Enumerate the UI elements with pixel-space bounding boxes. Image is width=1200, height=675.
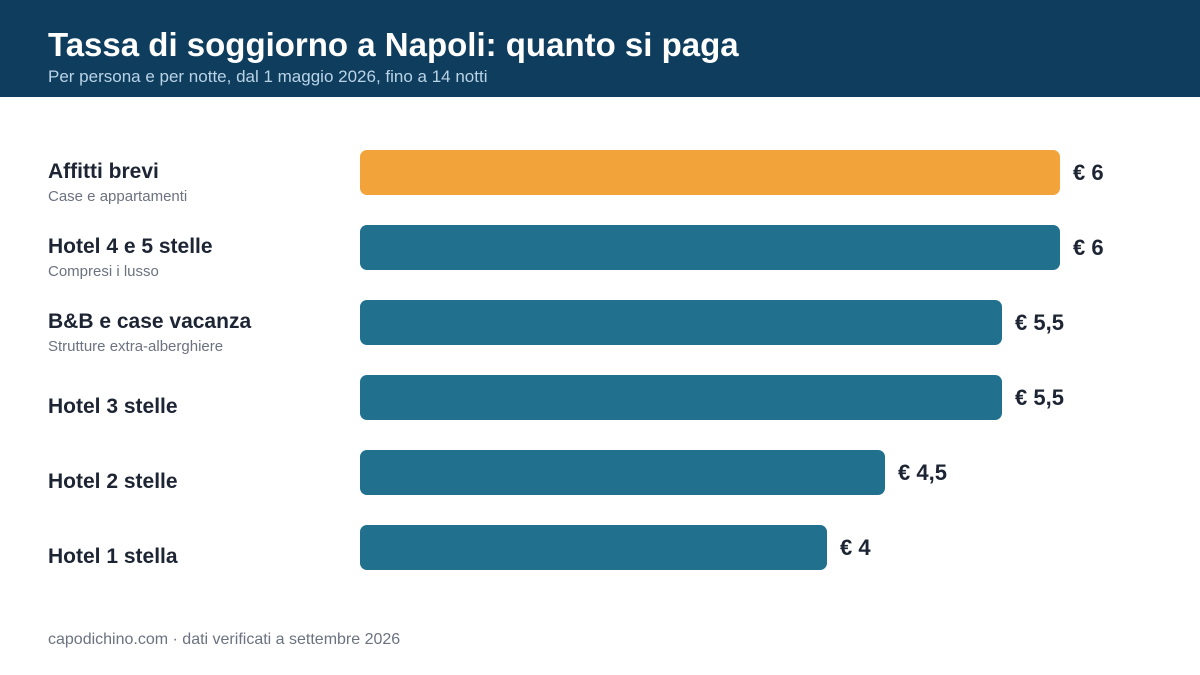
category-label: B&B e case vacanza — [48, 310, 252, 333]
bar — [360, 375, 1002, 420]
bar-row: Hotel 1 stella € 4 — [0, 525, 1200, 600]
bar — [360, 225, 1060, 270]
data-label: € 4,5 — [898, 460, 947, 485]
chart-subtitle: Per persona e per notte, dal 1 maggio 20… — [48, 67, 488, 86]
data-label: € 6 — [1073, 160, 1104, 185]
bar-row: Hotel 4 e 5 stelle Compresi i lusso € 6 — [0, 225, 1200, 300]
source-footer: capodichino.com · dati verificati a sett… — [48, 631, 401, 648]
category-sublabel: Compresi i lusso — [48, 263, 159, 280]
category-label: Hotel 3 stelle — [48, 395, 178, 418]
bar-row: Hotel 3 stelle € 5,5 — [0, 375, 1200, 450]
bar — [360, 150, 1060, 195]
category-label: Hotel 2 stelle — [48, 470, 178, 493]
bar — [360, 525, 827, 570]
bar-row: B&B e case vacanza Strutture extra-alberg… — [0, 300, 1200, 375]
category-sublabel: Case e appartamenti — [48, 188, 188, 205]
bar — [360, 450, 885, 495]
data-label: € 4 — [840, 535, 871, 560]
chart-header: Tassa di soggiorno a Napoli: quanto si p… — [0, 0, 1200, 97]
category-label: Hotel 4 e 5 stelle — [48, 235, 213, 258]
data-label: € 6 — [1073, 235, 1104, 260]
data-label: € 5,5 — [1015, 310, 1064, 335]
category-sublabel: Strutture extra-alberghiere — [48, 338, 224, 355]
category-label: Hotel 1 stella — [48, 545, 178, 568]
category-label: Affitti brevi — [48, 160, 159, 183]
chart-title: Tassa di soggiorno a Napoli: quanto si p… — [48, 26, 739, 63]
bar — [360, 300, 1002, 345]
bar-row: Affitti brevi Case e appartamenti € 6 — [0, 150, 1200, 225]
data-label: € 5,5 — [1015, 385, 1064, 410]
bar-row: Hotel 2 stelle € 4,5 — [0, 450, 1200, 525]
